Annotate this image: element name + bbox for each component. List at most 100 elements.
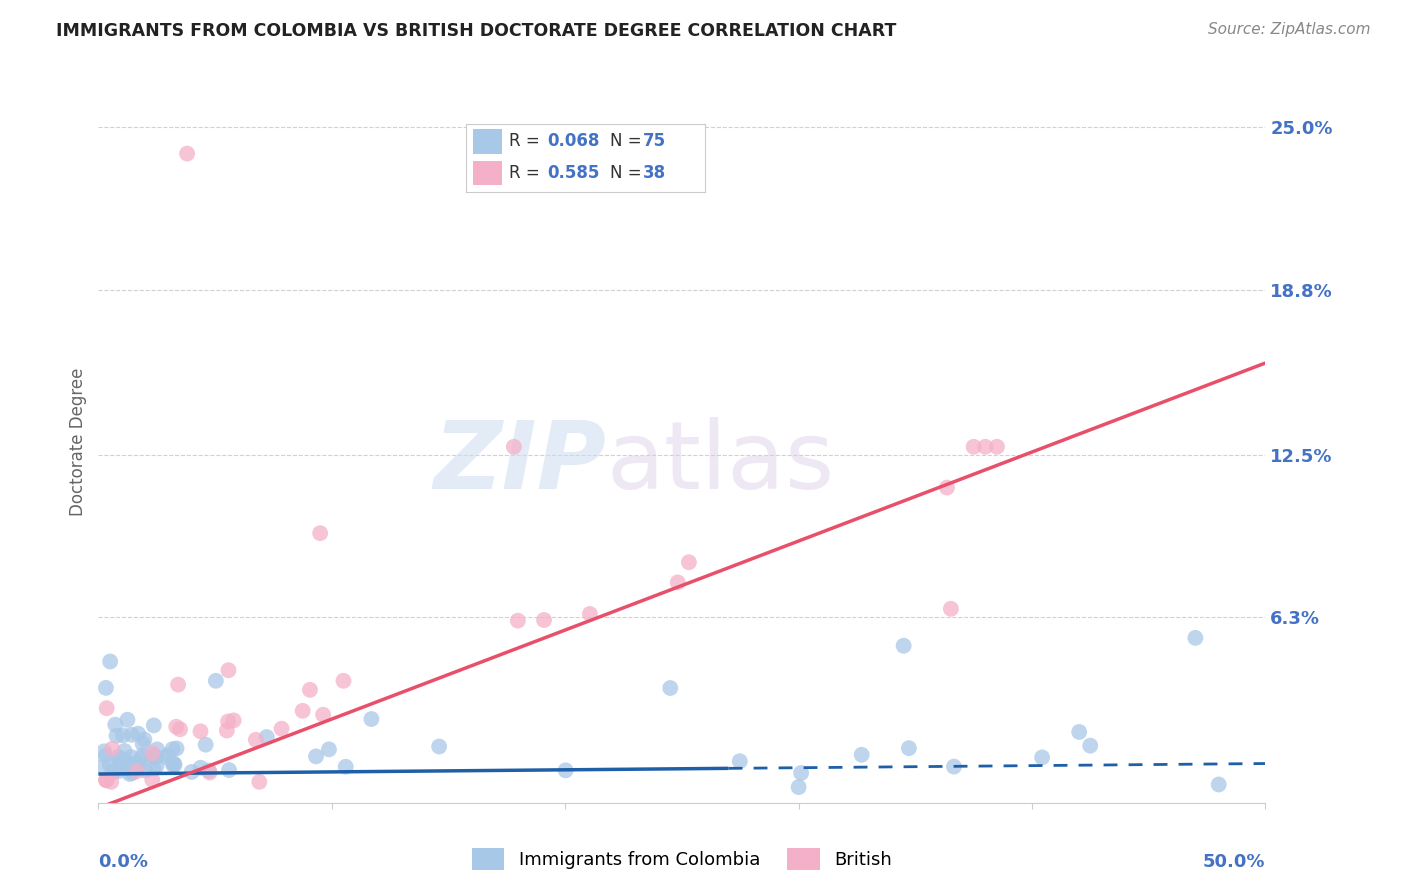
Point — [96, 701, 118, 715]
Point — [156, 748, 179, 763]
Text: N =: N = — [610, 164, 647, 182]
Point — [107, 750, 129, 764]
Point — [198, 765, 221, 780]
Y-axis label: Doctorate Degree: Doctorate Degree — [69, 368, 87, 516]
Point — [162, 742, 184, 756]
Point — [111, 728, 134, 742]
Point — [117, 756, 139, 771]
Point — [103, 764, 125, 778]
Point — [533, 613, 555, 627]
Point — [120, 750, 142, 764]
Point — [127, 726, 149, 740]
Point — [893, 639, 915, 653]
Point — [142, 761, 165, 775]
Point — [162, 758, 184, 772]
Point — [96, 772, 118, 787]
Point — [111, 756, 134, 771]
Point — [205, 673, 228, 688]
Point — [1069, 725, 1091, 739]
Text: 75: 75 — [643, 133, 666, 151]
Point — [142, 747, 165, 761]
Point — [270, 722, 292, 736]
Point — [141, 772, 163, 787]
Text: 0.585: 0.585 — [547, 164, 600, 182]
Point — [190, 761, 212, 775]
Point — [1031, 750, 1053, 764]
Point — [105, 729, 128, 743]
Point — [110, 752, 132, 766]
Point — [162, 756, 184, 771]
Point — [291, 704, 314, 718]
Point — [897, 741, 920, 756]
Point — [360, 712, 382, 726]
Point — [245, 732, 267, 747]
Point — [936, 481, 959, 495]
Point — [131, 748, 153, 763]
Point — [131, 737, 153, 751]
Point — [121, 728, 143, 742]
Point — [1208, 777, 1230, 791]
Point — [145, 750, 167, 764]
Point — [93, 744, 115, 758]
Text: ZIP: ZIP — [433, 417, 606, 509]
Point — [165, 720, 187, 734]
Point — [110, 759, 132, 773]
Point — [222, 714, 245, 728]
Point — [190, 724, 212, 739]
Point — [166, 741, 188, 756]
Point — [678, 555, 700, 569]
Point — [117, 713, 139, 727]
Point — [180, 764, 202, 779]
Point — [125, 764, 148, 779]
Point — [962, 440, 984, 454]
Point — [91, 759, 114, 773]
Point — [659, 681, 682, 695]
Point — [787, 780, 810, 794]
Point — [335, 760, 357, 774]
Point — [167, 678, 190, 692]
Point — [728, 754, 751, 768]
Point — [120, 756, 142, 771]
Point — [218, 763, 240, 777]
Point — [318, 742, 340, 756]
Point — [129, 751, 152, 765]
Text: 0.0%: 0.0% — [98, 854, 149, 871]
Point — [155, 750, 177, 764]
Point — [114, 744, 136, 758]
Point — [666, 575, 689, 590]
Point — [128, 758, 150, 772]
Point — [312, 707, 335, 722]
Point — [939, 602, 962, 616]
Point — [298, 682, 321, 697]
Text: 0.068: 0.068 — [547, 133, 600, 151]
Point — [217, 714, 239, 729]
Point — [943, 759, 966, 773]
Point — [104, 717, 127, 731]
Point — [1184, 631, 1206, 645]
Point — [974, 440, 997, 454]
Text: R =: R = — [509, 164, 546, 182]
Text: 38: 38 — [643, 164, 666, 182]
Point — [118, 767, 141, 781]
Point — [98, 655, 121, 669]
Point — [332, 673, 354, 688]
Point — [986, 440, 1008, 454]
Point — [309, 526, 332, 541]
Point — [506, 614, 529, 628]
Point — [94, 681, 117, 695]
Text: N =: N = — [610, 133, 647, 151]
Point — [215, 723, 238, 738]
FancyBboxPatch shape — [474, 161, 502, 186]
Point — [96, 772, 118, 787]
Text: Source: ZipAtlas.com: Source: ZipAtlas.com — [1208, 22, 1371, 37]
Point — [579, 607, 602, 621]
Point — [198, 764, 221, 778]
Point — [125, 762, 148, 776]
Point — [103, 764, 125, 779]
Text: IMMIGRANTS FROM COLOMBIA VS BRITISH DOCTORATE DEGREE CORRELATION CHART: IMMIGRANTS FROM COLOMBIA VS BRITISH DOCT… — [56, 22, 897, 40]
Point — [107, 764, 129, 778]
Point — [217, 663, 239, 677]
Point — [554, 764, 576, 778]
Point — [142, 718, 165, 732]
FancyBboxPatch shape — [474, 129, 502, 153]
